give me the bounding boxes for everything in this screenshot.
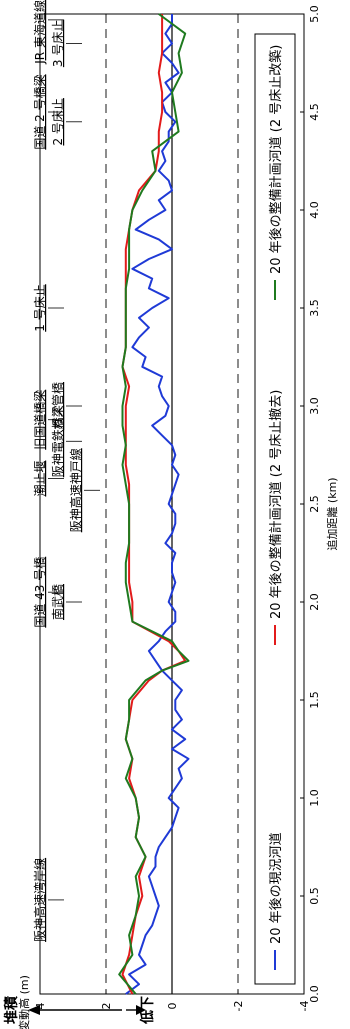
annotation-label: JR 東海道線橋梁 [32, 0, 47, 65]
y-tick-label: -2 [232, 1001, 245, 1012]
annotation-label: 阪神高速湾岸線 [32, 858, 47, 942]
annotation-label: 2 号床止 [51, 98, 65, 145]
x-tick-label: 4.0 [308, 201, 321, 219]
annotation-label: 阪神高速神戸線 [68, 448, 83, 532]
y-bottom-label: 低下 [139, 996, 156, 1025]
legend-box [254, 33, 296, 985]
x-tick-label: 1.0 [308, 789, 321, 807]
y-tick-label: 4 [34, 1003, 47, 1010]
x-axis-label: 追加距離 (km) [325, 477, 339, 550]
legend-entry-removal-label: 20 年後の整備計画河道 (2 号床止撤去) [268, 390, 284, 619]
legend: 20 年後の現況河道 20 年後の整備計画河道 (2 号床止撤去) 20 年後の整備… [254, 33, 296, 985]
annotation-label: 国道 43 号橋 [33, 557, 47, 628]
annotation-label: ガス管橋 [50, 382, 65, 430]
x-tick-label: 1.5 [308, 691, 321, 709]
x-tick-label: 3.5 [308, 299, 321, 317]
y-tick-label: -4 [298, 1001, 311, 1012]
legend-entry-rebuild-label: 20 年後の整備計画河道 (2 号床止改築) [268, 45, 284, 274]
grid-lines [105, 14, 239, 994]
y-direction-labels: 堆積 低下 [3, 995, 156, 1025]
y-tick-label: 0 [166, 1003, 179, 1010]
x-tick-label: 0.5 [308, 887, 321, 905]
series-line-3 [118, 13, 190, 995]
annotation-label: 旧国道橋梁 [32, 390, 47, 450]
y-tick-label: 2 [100, 1003, 113, 1010]
y-tick-labels: 4 2 0 -2 -4 [34, 990, 311, 1011]
x-tick-label: 4.5 [308, 103, 321, 121]
bridge-annotations: 阪神高速湾岸線 国道 43 号橋 南武橋 阪神高速神戸線 潮止堰阪神電鉄橋梁旧国道橋梁ガ… [32, 0, 100, 942]
annotation-label: 南武橋 [50, 584, 65, 620]
annotation-label: 3 号床止 [51, 20, 65, 67]
y-top-label: 堆積 [3, 995, 20, 1024]
y-axis-label-text: 河床変動高 (m) [17, 975, 31, 1029]
x-tick-label: 0.0 [308, 985, 321, 1003]
annotation-label: 国道 2 号橋梁 [32, 74, 47, 149]
annotation-label: 1 号床止 [33, 284, 47, 331]
x-tick-label: 2.0 [308, 593, 321, 611]
legend-entry-current-label: 20 年後の現況河道 [269, 832, 284, 944]
arrow-up-head-icon [28, 1005, 40, 1015]
x-tick-label: 2.5 [308, 495, 321, 513]
series-line-1 [125, 14, 190, 995]
series-lines [118, 13, 190, 995]
x-tick-label: 3.0 [308, 397, 321, 415]
arrow-down-head-icon [136, 1005, 146, 1015]
annotation-label: 阪神電鉄橋梁 [50, 405, 65, 477]
x-tick-label: 5.0 [308, 5, 321, 23]
annotation-label: 潮止堰 [32, 461, 47, 497]
x-tick-labels: 0.0 0.5 1.0 1.5 2.0 2.5 3.0 3.5 4.0 4.5 5.0 [300, 5, 321, 1003]
y-axis-label: 河床変動高 (m) [17, 975, 31, 1029]
